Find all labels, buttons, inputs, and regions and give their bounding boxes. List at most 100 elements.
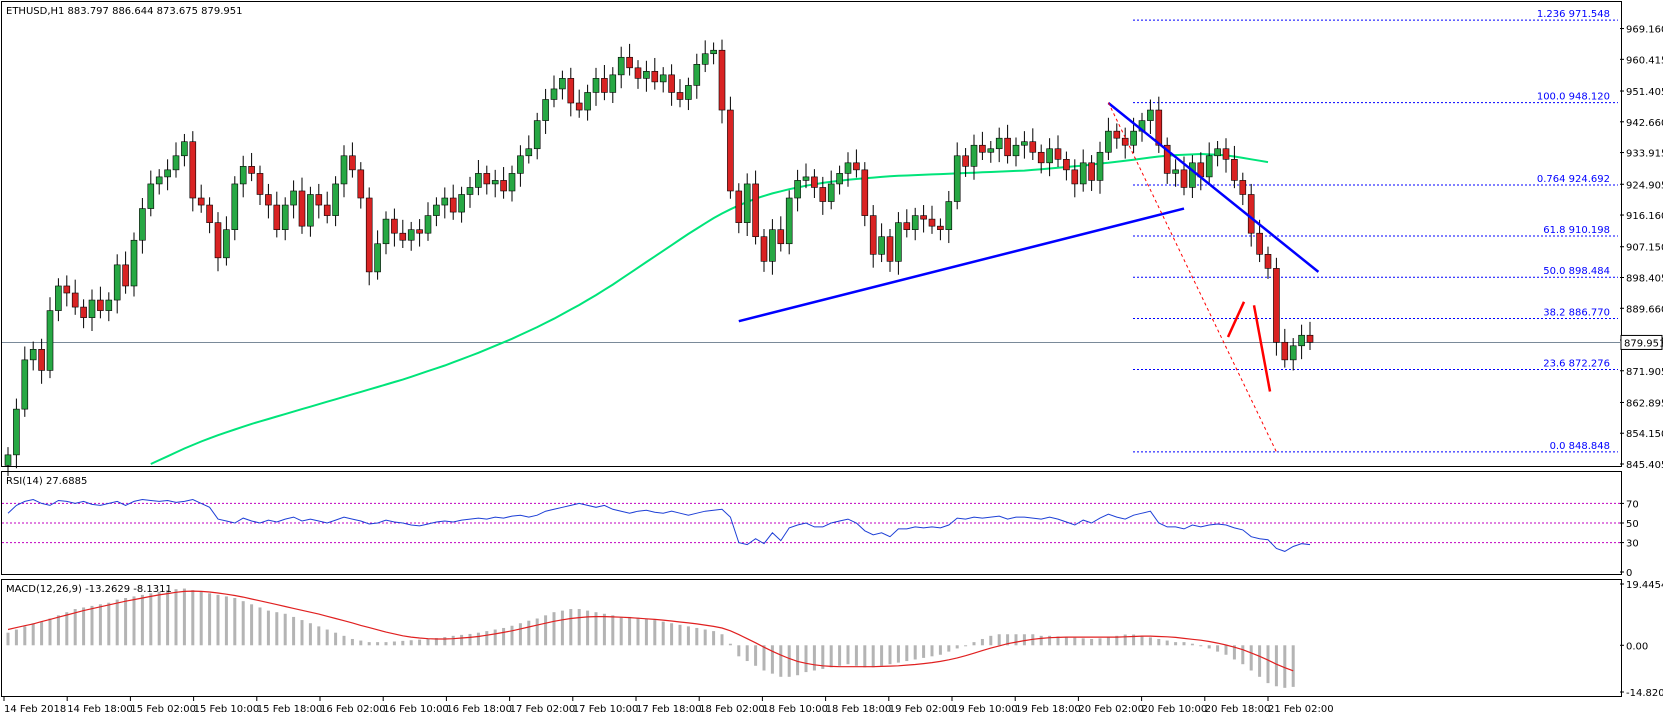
macd-bar	[1208, 645, 1211, 648]
macd-bar	[141, 595, 144, 645]
candle-body	[1265, 254, 1271, 268]
price-tick-label: 933.915	[1626, 149, 1663, 160]
macd-bar	[662, 622, 665, 646]
time-tick-label: 15 Feb 10:00	[194, 704, 260, 715]
candle-body	[1005, 138, 1011, 156]
candle-body	[601, 78, 607, 92]
macd-bar	[343, 636, 346, 645]
candle-body	[643, 71, 649, 78]
candle-body	[375, 244, 381, 272]
macd-bar	[23, 626, 26, 645]
candle-body	[1273, 268, 1279, 342]
macd-bar	[208, 593, 211, 645]
candle-body	[89, 300, 95, 318]
macd-bar	[553, 612, 556, 645]
candle-body	[1097, 152, 1103, 180]
rsi-tick-label: 70	[1626, 499, 1639, 510]
macd-bar	[368, 642, 371, 645]
macd-bar	[956, 645, 959, 648]
macd-bar	[569, 609, 572, 645]
candle-body	[123, 265, 129, 286]
candle-body	[1307, 335, 1313, 342]
candle-body	[677, 92, 683, 99]
fib-level-label: 50.0 898.484	[1543, 266, 1610, 277]
candle-body	[895, 223, 901, 262]
candle-body	[937, 226, 943, 230]
time-tick-label: 20 Feb 02:00	[1078, 704, 1144, 715]
macd-bar	[225, 596, 228, 645]
rsi-title: RSI(14) 27.6885	[6, 476, 87, 487]
candle-body	[946, 202, 952, 230]
macd-bar	[32, 623, 35, 645]
time-tick-label: 16 Feb 10:00	[383, 704, 449, 715]
candle-body	[1299, 335, 1305, 346]
candle-body	[400, 233, 406, 240]
macd-bar	[905, 645, 908, 661]
candle-body	[963, 156, 969, 167]
time-tick-label: 20 Feb 18:00	[1205, 704, 1271, 715]
macd-bar	[611, 615, 614, 645]
macd-bar	[679, 625, 682, 645]
macd-bar	[830, 645, 833, 667]
candle-body	[1030, 142, 1036, 153]
macd-bar	[973, 642, 976, 645]
macd-bar	[292, 617, 295, 645]
macd-bar	[124, 598, 127, 645]
candle-body	[22, 360, 28, 409]
candle-body	[862, 170, 868, 216]
macd-bar	[754, 645, 757, 665]
candle-body	[971, 145, 977, 166]
macd-bar	[729, 644, 732, 646]
macd-bar	[175, 589, 178, 645]
rsi-tick-label: 50	[1626, 519, 1639, 530]
candle-body	[442, 198, 448, 205]
candle-body	[719, 50, 725, 110]
candle-body	[1248, 194, 1254, 233]
price-tick-label: 942.660	[1626, 118, 1663, 129]
macd-bar	[317, 626, 320, 645]
candle-body	[702, 54, 708, 65]
macd-bar	[922, 645, 925, 658]
candle-body	[240, 166, 246, 184]
candle-body	[879, 237, 885, 255]
macd-bar	[771, 645, 774, 673]
candle-body	[887, 237, 893, 262]
candle-body	[97, 300, 103, 311]
candle-body	[778, 230, 784, 244]
macd-bar	[620, 617, 623, 645]
candle-body	[1282, 342, 1288, 360]
macd-bar	[872, 645, 875, 667]
macd-bar	[914, 645, 917, 659]
candle-body	[274, 205, 280, 230]
candle-body	[795, 180, 801, 198]
price-tick-label: 916.160	[1626, 211, 1663, 222]
macd-bar	[889, 645, 892, 664]
macd-bar	[301, 620, 304, 645]
candle-body	[576, 103, 582, 110]
macd-bar	[477, 633, 480, 646]
macd-bar	[628, 617, 631, 645]
candle-body	[349, 156, 355, 170]
macd-bar	[527, 621, 530, 646]
macd-bar	[91, 606, 94, 645]
candle-body	[114, 265, 120, 300]
fib-level-label: 61.8 910.198	[1543, 225, 1610, 236]
candle-body	[484, 173, 490, 184]
candle-body	[358, 170, 364, 198]
time-tick-label: 20 Feb 10:00	[1142, 704, 1208, 715]
candle-body	[652, 71, 658, 82]
candle-body	[383, 219, 389, 244]
macd-bar	[653, 620, 656, 645]
candle-body	[232, 184, 238, 230]
time-tick-label: 16 Feb 18:00	[446, 704, 512, 715]
candle-body	[845, 163, 851, 174]
candle-body	[803, 177, 809, 181]
candle-body	[534, 121, 540, 149]
macd-bar	[1099, 638, 1102, 645]
time-tick-label: 18 Feb 10:00	[762, 704, 828, 715]
macd-bar	[712, 631, 715, 645]
price-tick-label: 889.660	[1626, 304, 1663, 315]
candle-body	[55, 286, 61, 311]
time-tick-label: 19 Feb 10:00	[952, 704, 1018, 715]
